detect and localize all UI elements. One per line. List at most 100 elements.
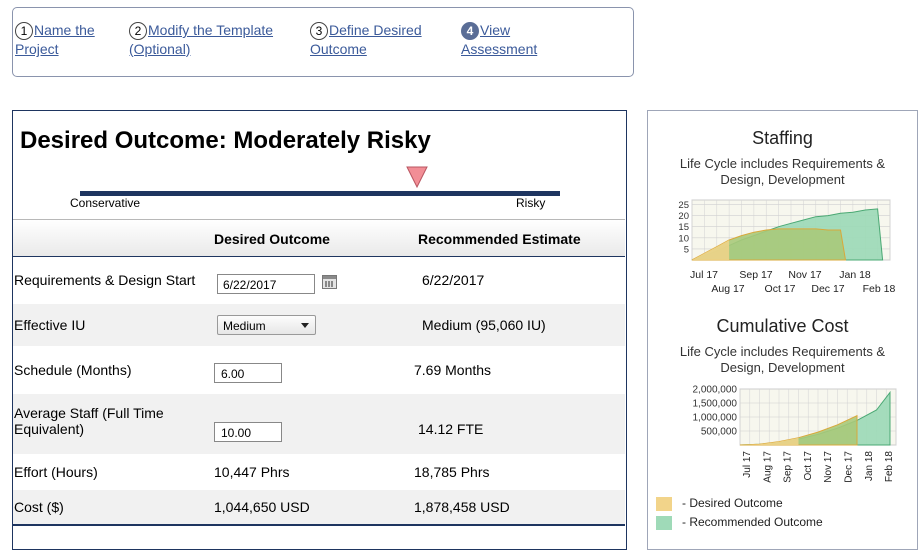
x-tick-label: Feb 18 [863, 283, 896, 295]
x-tick-label: Aug 17 [711, 283, 744, 295]
step-link-line2[interactable]: Assessment [461, 41, 538, 57]
y-tick-label: 10 [678, 233, 689, 244]
subtitle-line2: Design, Development [720, 360, 845, 375]
x-tick-label: Jul 17 [742, 451, 753, 478]
recommended-value: 6/22/2017 [422, 272, 485, 288]
y-tick-label: 20 [678, 211, 689, 222]
scale-label-left: Conservative [70, 196, 141, 210]
scale-label-right: Risky [516, 196, 546, 210]
y-tick-label: 15 [678, 222, 689, 233]
desired-value: 1,044,650 USD [214, 499, 310, 515]
legend-swatch-desired [656, 496, 672, 511]
recommended-value: 18,785 Phrs [414, 464, 490, 480]
x-tick-label: Nov 17 [788, 269, 821, 281]
desired-value: 10,447 Phrs [214, 464, 290, 480]
series-area-desired-edge [692, 240, 730, 260]
effective-iu-select[interactable]: Medium [217, 315, 316, 335]
y-tick-label: 5 [684, 244, 689, 255]
staffing-chart-subtitle: Life Cycle includes Requirements & Desig… [648, 156, 917, 188]
risk-marker-icon[interactable] [406, 166, 428, 188]
step-link-line2[interactable]: Outcome [310, 41, 367, 57]
step-link[interactable]: Name the [34, 22, 95, 38]
step-view-assessment[interactable]: 4 View Assessment [461, 21, 537, 59]
charts-panel: Staffing Life Cycle includes Requirement… [647, 110, 918, 550]
step-link[interactable]: View [480, 22, 511, 38]
series-area-desired [739, 414, 858, 446]
legend-label: - Recommended Outcome [682, 515, 823, 529]
cost-chart-subtitle: Life Cycle includes Requirements & Desig… [648, 344, 917, 376]
recommended-value: 7.69 Months [414, 362, 492, 378]
table-row-schedule: Schedule (Months) 6.00 7.69 Months [13, 346, 625, 394]
subtitle-line1: Life Cycle includes Requirements & [679, 156, 886, 171]
risk-scale-bar[interactable] [80, 191, 560, 196]
y-tick-label: 500,000 [701, 427, 738, 438]
table-row-effective-iu: Effective IU Medium Medium (95,060 IU) [13, 304, 625, 346]
row-label: Average Staff (Full Time Equivalent) [14, 405, 164, 437]
x-tick-label: Oct 17 [803, 451, 814, 481]
legend-label: - Desired Outcome [682, 496, 783, 510]
calendar-icon[interactable] [322, 275, 337, 289]
recommended-value: 1,878,458 USD [414, 499, 510, 515]
step-link[interactable]: Define Desired [329, 22, 422, 38]
table-row-req-start: Requirements & Design Start 6/22/2017 6/… [13, 258, 625, 304]
x-tick-label: Jan 18 [864, 451, 875, 481]
row-label: Schedule (Months) [14, 362, 132, 378]
row-label-line1: Average Staff (Full Time [14, 405, 164, 421]
step-link[interactable]: Modify the Template [148, 22, 274, 38]
outcome-title: Desired Outcome: Moderately Risky [20, 127, 431, 154]
x-tick-label: Jan 18 [839, 269, 871, 281]
cumulative-cost-chart: 500,000 1,000,000 1,500,000 2,000,000 Jul 17… [693, 385, 897, 483]
step-number: 3 [310, 22, 328, 40]
y-tick-label: 1,500,000 [693, 399, 738, 410]
table-header: Desired Outcome Recommended Estimate [13, 219, 625, 257]
subtitle-line2: Design, Development [720, 172, 845, 187]
table-bottom-divider [13, 524, 625, 526]
col-header-desired: Desired Outcome [214, 231, 330, 247]
recommended-value: 14.12 FTE [418, 421, 484, 437]
step-define-outcome[interactable]: 3 Define Desired Outcome [310, 21, 422, 59]
x-tick-label: Feb 18 [884, 451, 895, 483]
x-tick-label: Dec 17 [811, 283, 844, 295]
y-tick-label: 25 [678, 200, 689, 211]
step-link-line2[interactable]: (Optional) [129, 41, 191, 57]
legend-swatch-recommended [656, 515, 672, 530]
x-tick-label: Aug 17 [762, 451, 773, 483]
step-name-project[interactable]: 1 Name the Project [15, 21, 95, 59]
row-label: Cost ($) [14, 499, 64, 515]
x-tick-label: Oct 17 [765, 283, 796, 295]
chevron-down-icon [301, 323, 309, 328]
step-number: 1 [15, 22, 33, 40]
y-tick-label: 1,000,000 [693, 413, 738, 424]
start-date-input[interactable]: 6/22/2017 [217, 274, 315, 294]
row-label: Effective IU [14, 317, 86, 333]
x-tick-label: Dec 17 [844, 451, 855, 483]
x-tick-label: Jul 17 [690, 269, 718, 281]
step-number: 2 [129, 22, 147, 40]
col-header-recommended: Recommended Estimate [418, 231, 581, 247]
step-link-line2[interactable]: Project [15, 41, 59, 57]
x-tick-label: Sep 17 [783, 451, 794, 483]
step-number-active: 4 [461, 22, 479, 40]
outcome-panel: Desired Outcome: Moderately Risky Conser… [12, 110, 627, 550]
cost-chart-title: Cumulative Cost [716, 316, 849, 336]
staffing-chart-title: Staffing [752, 128, 813, 148]
legend-desired: - Desired Outcome [656, 496, 783, 511]
subtitle-line1: Life Cycle includes Requirements & [679, 344, 886, 359]
row-label-line2: Equivalent) [14, 421, 85, 437]
table-row-cost: Cost ($) 1,044,650 USD 1,878,458 USD [13, 490, 625, 524]
row-label: Requirements & Design Start [14, 272, 196, 288]
x-tick-label: Sep 17 [739, 269, 772, 281]
y-tick-label: 2,000,000 [693, 385, 738, 396]
x-tick-label: Nov 17 [823, 451, 834, 483]
wizard-steps: 1 Name the Project 2 Modify the Template (… [12, 7, 634, 77]
select-value: Medium [223, 319, 266, 333]
legend-recommended: - Recommended Outcome [656, 515, 823, 530]
row-label: Effort (Hours) [14, 464, 98, 480]
table-row-avg-staff: Average Staff (Full Time Equivalent) 10.… [13, 394, 625, 454]
series-area-desired-edge [740, 437, 799, 445]
recommended-value: Medium (95,060 IU) [422, 317, 546, 333]
avg-staff-input[interactable]: 10.00 [214, 422, 282, 442]
step-modify-template[interactable]: 2 Modify the Template (Optional) [129, 21, 273, 59]
schedule-input[interactable]: 6.00 [214, 363, 282, 383]
